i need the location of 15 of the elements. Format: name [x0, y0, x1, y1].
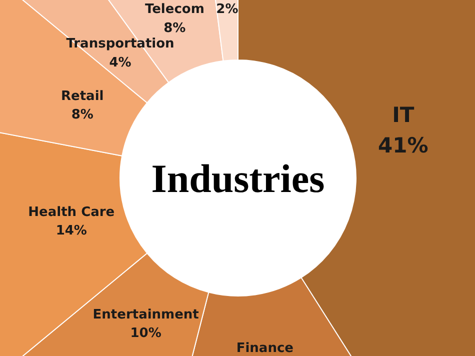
data-label: 8%	[164, 21, 186, 36]
data-label: 10%	[130, 326, 162, 342]
slice-label: Finance	[236, 341, 294, 356]
data-label: 2%	[216, 2, 238, 17]
slice-label: Transportation	[66, 36, 174, 52]
slice-label: Telecom	[144, 2, 204, 18]
text: Industries	[151, 156, 325, 201]
slice-label: Entertainment	[92, 307, 199, 322]
data-label: 41%	[378, 134, 428, 158]
slice-label: Retail	[61, 88, 104, 104]
slice-label: Health Care	[28, 204, 115, 220]
data-label: 4%	[109, 56, 132, 71]
data-label: 8%	[71, 108, 94, 123]
slice-label: IT	[392, 103, 415, 128]
data-label: 14%	[56, 224, 87, 239]
